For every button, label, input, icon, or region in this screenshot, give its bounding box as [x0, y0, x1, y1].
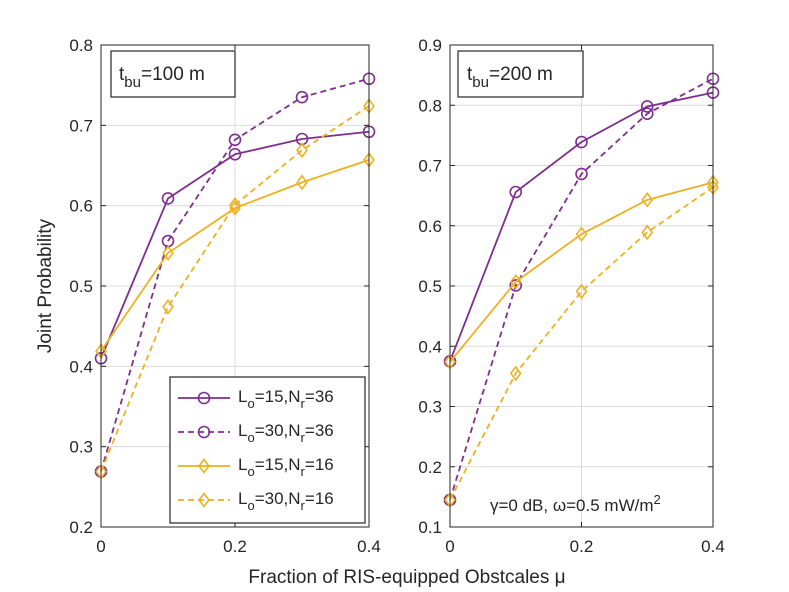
- panel-right-series-lo-30-nr-16-point-1: [509, 365, 522, 382]
- panel-right-series-lo-30-nr-36-point-1: [509, 279, 523, 292]
- panel-left-xtick-label-1: 0.2: [223, 537, 247, 556]
- panel-right: 0 0.2 0.4 0.1 0.2 0.3 0.4 0.5 0.6 0.7 0.8 0.9 tbu=2…: [418, 36, 724, 556]
- panel-left-series-lo-30-nr-16-point-3: [296, 142, 308, 159]
- panel-left-series-lo-30-nr-36-point-3: [295, 90, 309, 104]
- y-axis-label: Joint Probability: [35, 218, 56, 353]
- panel-left-series-lo-30-nr-16-point-1: [162, 299, 174, 315]
- panel-right-ytick-label-8: 0.9: [418, 36, 442, 55]
- panel-right-series-lo-15-nr-16-point-1: [509, 273, 522, 290]
- panel-right-series-lo-15-nr-16-point-2: [575, 226, 588, 243]
- panel-left-series-lo-15-nr-36-point-2: [228, 147, 242, 161]
- legend-entry-lo-15-nr-36-label: Lo=15,Nr=36: [238, 387, 334, 411]
- panel-right-series-lo-30-nr-36-line: [449, 77, 714, 501]
- legend-entry-lo-15-nr-36-marker: [197, 391, 211, 405]
- panel-right-series-lo-15-nr-16-point-3: [641, 192, 654, 208]
- panel-right-series-lo-30-nr-16-point-3: [641, 224, 654, 241]
- panel-right-series-lo-30-nr-16-line: [449, 186, 714, 501]
- panel-left-xtick-label-2: 0.4: [357, 537, 381, 556]
- panel-left-xtick-label-0: 0: [96, 537, 105, 556]
- panel-right-xtick-label-2: 0.4: [701, 537, 725, 556]
- panel-left-ytick-label-4: 0.6: [69, 197, 93, 216]
- panel-left-label-box: tbu=100 m: [110, 50, 236, 98]
- panel-right-annotation: γ=0 dB, ω=0.5 mW/m2: [490, 492, 661, 515]
- panel-left-series-lo-30-nr-36-line: [100, 77, 370, 472]
- panel-right-series-lo-30-nr-36-point-3: [640, 107, 654, 120]
- panel-right-xtick-label-1: 0.2: [570, 537, 594, 556]
- panel-right-series-lo-15-nr-36-line: [449, 91, 714, 362]
- legend-entry-lo-15-nr-16-label: Lo=15,Nr=16: [238, 455, 334, 479]
- panel-left-ytick-label-0: 0.2: [69, 518, 93, 537]
- panel-left-series-lo-15-nr-16-point-1: [162, 245, 174, 261]
- panel-right-ytick-label-6: 0.7: [418, 157, 442, 176]
- panel-left-ytick-label-2: 0.4: [69, 357, 93, 376]
- panel-left-ticks: 0 0.2 0.40.20.30.40.50.60.70.8: [69, 36, 380, 556]
- panel-left-ytick-label-6: 0.8: [69, 36, 93, 55]
- panel-left-ytick-label-1: 0.3: [69, 438, 93, 457]
- panel-right-ticks: 0 0.2 0.4 0.1 0.2 0.3 0.4 0.5 0.6 0.7 0.8 0.9: [418, 36, 724, 556]
- legend: Lo=15,Nr=36 Lo=30,Nr=36 Lo=15,Nr=16 Lo=30,N…: [169, 376, 366, 524]
- legend-entry-lo-30-nr-16-label: Lo=30,Nr=16: [238, 489, 334, 513]
- legend-entry-lo-30-nr-36-label: Lo=30,Nr=36: [238, 421, 334, 445]
- panel-left-series-lo-15-nr-16-line: [100, 159, 370, 352]
- panel-right-ytick-label-5: 0.6: [418, 217, 442, 236]
- legend-entry-lo-15-nr-16-marker: [198, 458, 210, 474]
- panel-left-label: tbu=100 m: [119, 64, 205, 91]
- panel-left-series-lo-15-nr-36-point-1: [161, 192, 175, 205]
- panel-right-series-lo-30-nr-36-point-2: [575, 167, 588, 181]
- panel-left-series-lo-30-nr-16-point-2: [229, 197, 241, 213]
- panel-left-series-lo-30-nr-36-point-2: [228, 133, 242, 147]
- legend-entry-lo-30-nr-36-marker: [197, 425, 211, 439]
- legend-entries: Lo=15,Nr=36 Lo=30,Nr=36 Lo=15,Nr=16 Lo=30,N…: [178, 387, 334, 513]
- panel-right-series-lo-15-nr-36-point-1: [509, 185, 523, 199]
- panel-right-series-lo-15-nr-16-line: [449, 181, 714, 363]
- panel-right-series-lo-30-nr-16-point-2: [575, 283, 588, 300]
- panel-right-label-box: tbu=200 m: [457, 50, 584, 98]
- panel-left: 0 0.2 0.40.20.30.40.50.60.70.8 tbu=100 m L…: [69, 36, 380, 556]
- panel-right-ytick-label-3: 0.4: [418, 337, 442, 356]
- panel-right-ytick-label-0: 0.1: [418, 518, 442, 537]
- panel-left-series-lo-15-nr-16-point-3: [296, 174, 308, 191]
- panel-left-ytick-label-3: 0.5: [69, 277, 93, 296]
- legend-entry-lo-30-nr-16-marker: [198, 492, 210, 508]
- panel-right-series-lo-15-nr-36-point-3: [640, 100, 654, 113]
- panel-right-ytick-label-1: 0.2: [418, 458, 442, 477]
- panel-right-series-lo-15-nr-36-point-2: [575, 135, 588, 149]
- panel-left-ytick-label-5: 0.7: [69, 116, 93, 135]
- panel-right-xtick-label-0: 0: [445, 537, 454, 556]
- x-axis-label: Fraction of RIS-equipped Obstcales μ: [248, 567, 565, 588]
- panel-right-label: tbu=200 m: [467, 64, 553, 91]
- panel-right-ytick-label-4: 0.5: [418, 277, 442, 296]
- panel-right-ytick-label-7: 0.8: [418, 96, 442, 115]
- panel-right-ytick-label-2: 0.3: [418, 398, 442, 417]
- legend-box: [169, 376, 366, 524]
- panel-left-series-lo-30-nr-16-line: [100, 105, 370, 472]
